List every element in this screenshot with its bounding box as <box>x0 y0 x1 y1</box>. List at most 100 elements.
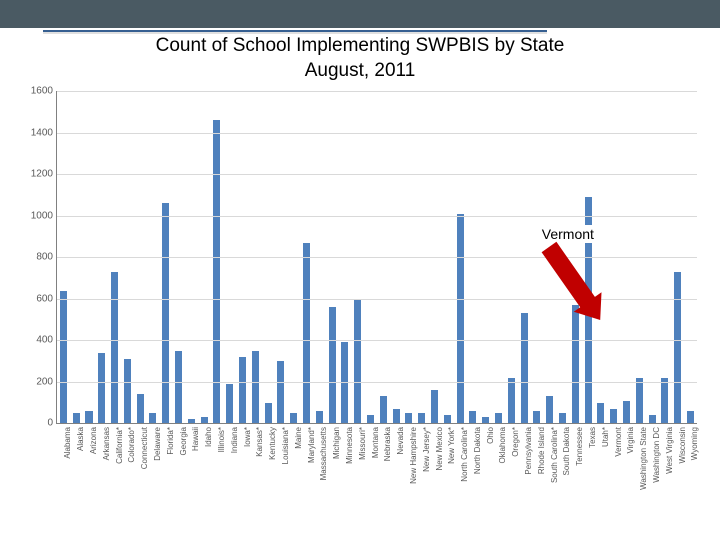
bar <box>393 409 400 424</box>
x-tick-label: Connecticut <box>140 427 149 469</box>
arrow-icon <box>541 242 601 320</box>
bar <box>636 378 643 424</box>
bar <box>444 415 451 423</box>
bar <box>418 413 425 423</box>
x-tick-label: Texas <box>588 427 597 448</box>
x-tick-label: Ohio <box>486 427 495 444</box>
bar <box>98 353 105 424</box>
x-tick-label: Illinois* <box>217 427 226 452</box>
x-tick-label: Vermont <box>614 427 623 457</box>
x-tick-label: Michigan <box>332 427 341 459</box>
y-tick-label: 1200 <box>31 169 53 180</box>
bar <box>213 120 220 423</box>
bar <box>277 361 284 423</box>
x-tick-label: Utah* <box>601 427 610 447</box>
bar <box>175 351 182 424</box>
title-line1: Count of School Implementing SWPBIS by S… <box>156 35 565 56</box>
gridline-y <box>57 216 697 217</box>
bar <box>610 409 617 424</box>
bar <box>533 411 540 423</box>
header-band <box>0 0 720 28</box>
bar <box>482 417 489 423</box>
x-tick-label: North Dakota <box>473 427 482 474</box>
x-tick-label: Virginia <box>626 427 635 454</box>
bar <box>124 359 131 423</box>
x-tick-label: Alaska <box>76 427 85 451</box>
gridline-y <box>57 340 697 341</box>
x-tick-label: Maine <box>294 427 303 449</box>
x-tick-label: South Carolina* <box>550 427 559 483</box>
x-tick-label: Arizona <box>89 427 98 454</box>
chart-area: Alabama Alaska Arizona Arkansas California* C… <box>22 91 698 525</box>
bar <box>687 411 694 423</box>
bar <box>521 313 528 423</box>
x-tick-label: Arkansas <box>102 427 111 460</box>
gridline-y <box>57 133 697 134</box>
x-tick-label: Maryland* <box>307 427 316 463</box>
x-tick-label: Delaware <box>153 427 162 461</box>
bar <box>188 419 195 423</box>
x-tick-label: Iowa* <box>243 427 252 447</box>
title-line2: August, 2011 <box>305 60 416 81</box>
bar <box>661 378 668 424</box>
bar <box>495 413 502 423</box>
bar <box>60 291 67 424</box>
bar <box>85 411 92 423</box>
bar <box>137 394 144 423</box>
x-tick-label: Idaho <box>204 427 213 447</box>
bar <box>354 299 361 424</box>
bar <box>367 415 374 423</box>
x-tick-label: Missouri* <box>358 427 367 460</box>
x-tick-label: Washington DC <box>652 427 661 483</box>
x-tick-label: Florida* <box>166 427 175 455</box>
gridline-y <box>57 91 697 92</box>
callout-arrow <box>529 227 620 340</box>
bar <box>431 390 438 423</box>
gridline-y <box>57 174 697 175</box>
bar <box>201 417 208 423</box>
x-tick-label: South Dakota <box>562 427 571 475</box>
bar <box>226 384 233 423</box>
bar <box>674 272 681 423</box>
x-tick-label: Nevada <box>396 427 405 455</box>
bar <box>546 396 553 423</box>
x-tick-label: West Virginia <box>665 427 674 474</box>
bar <box>559 413 566 423</box>
bar <box>380 396 387 423</box>
x-tick-label: Kentucky <box>268 427 277 460</box>
x-tick-label: California* <box>115 427 124 464</box>
y-tick-label: 600 <box>36 293 53 304</box>
gridline-y <box>57 382 697 383</box>
x-tick-label: Nebraska <box>383 427 392 461</box>
bar <box>341 342 348 423</box>
bar <box>469 411 476 423</box>
x-tick-label: Louisiana* <box>281 427 290 464</box>
bar <box>290 413 297 423</box>
x-tick-label: Indiana <box>230 427 239 453</box>
bar <box>149 413 156 423</box>
x-tick-label: Oregon* <box>511 427 520 457</box>
x-tick-label: Wyoming <box>690 427 699 460</box>
x-tick-label: New Jersey* <box>422 427 431 472</box>
y-tick-label: 0 <box>47 418 53 429</box>
y-tick-label: 1400 <box>31 127 53 138</box>
accent-line <box>43 30 547 32</box>
x-tick-label: Georgia <box>179 427 188 455</box>
x-tick-label: Montana <box>371 427 380 458</box>
bar <box>239 357 246 423</box>
x-tick-label: Wisconsin <box>678 427 687 463</box>
x-tick-label: New York* <box>447 427 456 464</box>
bar <box>111 272 118 423</box>
bar <box>329 307 336 423</box>
bar <box>303 243 310 424</box>
x-tick-label: Massachusetts <box>319 427 328 480</box>
bar <box>649 415 656 423</box>
x-tick-label: Pennsylvania <box>524 427 533 475</box>
bar <box>508 378 515 424</box>
bar <box>73 413 80 423</box>
x-tick-label: North Carolina* <box>460 427 469 482</box>
x-tick-label: Alabama <box>63 427 72 459</box>
x-tick-label: Oklahoma <box>498 427 507 463</box>
bar <box>265 403 272 424</box>
x-tick-label: Tennessee <box>575 427 584 466</box>
